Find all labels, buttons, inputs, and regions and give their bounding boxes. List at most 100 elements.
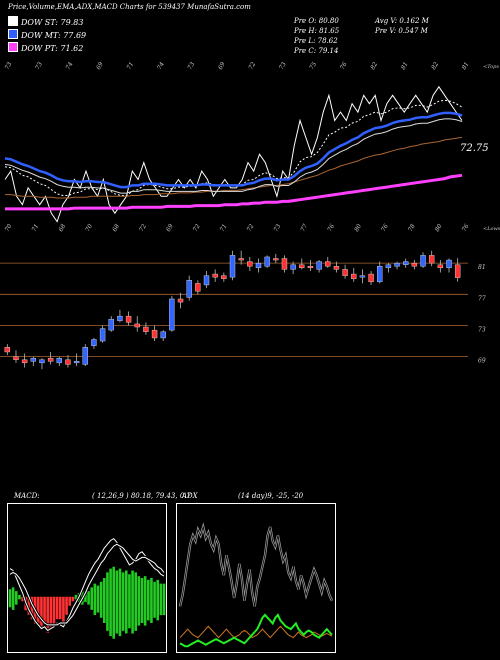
candle-body (169, 298, 175, 331)
legend-dow-mt: DOW MT: 77.69 (8, 29, 86, 40)
ema-tops-tag: <Tops (483, 64, 499, 70)
candle-body (394, 262, 400, 267)
ema-top-label: 73 (4, 61, 14, 71)
ema-top-label: 81 (400, 61, 410, 71)
stat-avg-vol: Avg V: 0.162 M (375, 17, 429, 25)
ema-bottom-label: 72 (246, 223, 256, 233)
macd-histogram-bar (106, 572, 109, 631)
candle-body (13, 356, 19, 360)
macd-histogram-bar (14, 591, 18, 605)
macd-histogram-bar (11, 587, 15, 610)
macd-histogram-bar (99, 581, 103, 618)
candle-body (368, 273, 374, 283)
legend-swatch-pt-icon (8, 42, 18, 52)
macd-histogram-bar (159, 583, 163, 616)
macd-histogram-bar (162, 583, 166, 616)
ema-series-close (4, 85, 463, 223)
stat-high: Pre H: 81.65 (294, 27, 340, 35)
candle-body (47, 357, 54, 362)
macd-title: MACD: (14, 492, 40, 500)
ema-bottom-label: 76 (461, 223, 471, 233)
candle-body (454, 264, 461, 278)
macd-histogram-bar (153, 581, 156, 618)
candle-body (238, 258, 244, 261)
ema-top-label: 69 (95, 61, 105, 71)
candle-body (325, 261, 331, 267)
candle-body (65, 359, 71, 365)
candle-body (91, 339, 97, 346)
ema-bottom-label: 69 (165, 223, 175, 233)
legend-swatch-mt-icon (8, 29, 18, 39)
ema-top-label: 74 (65, 61, 75, 71)
macd-histogram-bar (74, 594, 78, 600)
macd-histogram-bar (65, 596, 68, 615)
macd-histogram-bar (150, 578, 153, 623)
candle-body (437, 264, 444, 269)
macd-histogram-bar (84, 593, 87, 602)
legend-label: DOW MT: 77.69 (21, 31, 87, 40)
macd-histogram-bar (43, 596, 46, 624)
macd-histogram-bar (96, 585, 100, 613)
ema-bottom-label: 80 (353, 223, 363, 233)
macd-histogram-bar (21, 596, 24, 602)
candle-body (333, 266, 340, 270)
candle-body (281, 258, 288, 270)
macd-histogram-bar (62, 596, 65, 624)
candle-body (420, 255, 426, 267)
macd-line-signal (9, 543, 165, 626)
ema-series-ema_lt (5, 136, 463, 199)
chart-header-title: Price,Volume,EMA,ADX,MACD Charts for 539… (8, 3, 251, 11)
macd-histogram-bar (87, 591, 90, 605)
candle-body (160, 331, 166, 339)
macd-histogram-bar (102, 578, 106, 623)
adx-line-minus_di (179, 613, 333, 648)
candle-body (385, 264, 392, 269)
candle-body (342, 269, 348, 276)
candle-body (21, 359, 28, 364)
legend-dow-st: DOW ST: 79.83 (8, 16, 83, 27)
macd-histogram-bar (124, 570, 128, 634)
candle-body (212, 273, 218, 278)
macd-histogram-bar (49, 596, 53, 629)
ema-bottom-label: 77 (299, 223, 309, 233)
macd-histogram-bar (140, 578, 144, 623)
macd-title-label: MACD: (14, 492, 40, 500)
ema-top-label: 72 (247, 61, 257, 71)
ema-series-ema_pt (5, 173, 463, 211)
price-gridline-label: 73 (478, 326, 486, 333)
candle-body (186, 280, 192, 298)
price-gridline-label: 69 (478, 358, 486, 365)
candle-body (195, 283, 201, 292)
candle-body (377, 266, 383, 283)
candle-body (229, 255, 236, 278)
candle-body (4, 347, 11, 353)
candle-body (39, 359, 45, 364)
macd-histogram-bar (52, 596, 56, 624)
macd-histogram-bar (112, 566, 116, 639)
ema-top-label: 73 (186, 61, 196, 71)
candle-body (56, 357, 62, 364)
candle-body (108, 319, 114, 331)
macd-histogram-bar (40, 596, 43, 629)
candle-body (446, 259, 452, 269)
macd-histogram-bar (36, 596, 40, 624)
legend-label: DOW ST: 79.83 (21, 18, 84, 27)
candle-body (117, 315, 123, 321)
ema-series-ema_mt (4, 111, 463, 189)
ema-top-label: 75 (308, 61, 318, 71)
macd-histogram-bar (131, 570, 134, 634)
ema-top-label: 76 (339, 61, 349, 71)
price-gridline-label: 77 (478, 295, 486, 302)
candle-body (264, 256, 270, 267)
candle-body (151, 329, 158, 339)
macd-histogram-bar (90, 587, 94, 610)
stat-pre-vol: Pre V: 0.547 M (375, 27, 428, 35)
ema-bottom-label: 78 (407, 223, 417, 233)
macd-histogram-bar (46, 596, 50, 633)
ema-bottom-label: 76 (326, 223, 336, 233)
candle-body (403, 261, 409, 265)
ema-bottom-label: 72 (192, 223, 202, 233)
candle-body (134, 323, 140, 328)
ema-bottom-label: 68 (111, 223, 121, 233)
ema-bottom-label: 70 (4, 223, 14, 233)
